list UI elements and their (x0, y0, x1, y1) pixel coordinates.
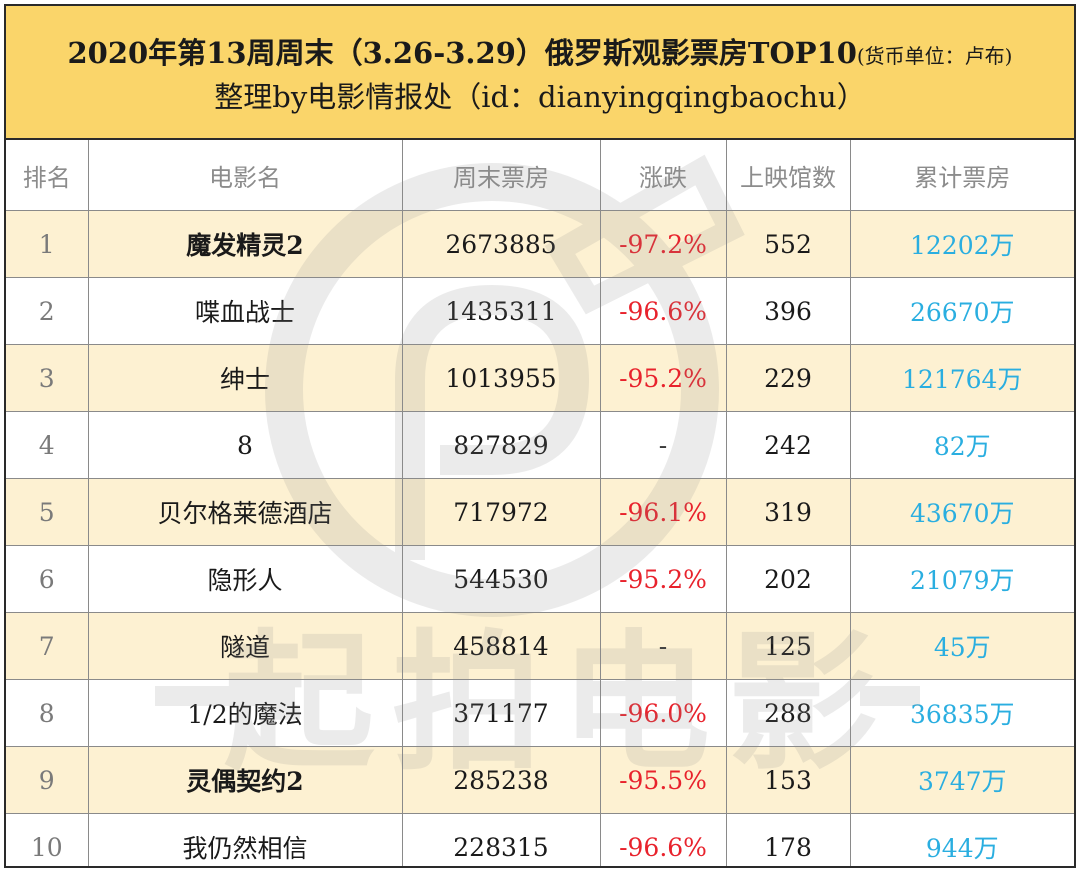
table-header-row: 排名 电影名 周末票房 涨跌 上映馆数 累计票房 (6, 140, 1074, 211)
weekend-gross-cell: 2673885 (402, 210, 601, 278)
cinemas-cell: 202 (726, 545, 851, 613)
table-row: 9 灵偶契约2 285238 -95.5% 153 3747万 (6, 746, 1074, 814)
rank-cell: 9 (6, 746, 89, 814)
table-row: 10 我仍然相信 228315 -96.6% 178 944万 (6, 813, 1074, 866)
rank-cell: 10 (6, 813, 89, 866)
cinemas-cell: 396 (726, 277, 851, 345)
cinemas-cell: 552 (726, 210, 851, 278)
table-row: 2 喋血战士 1435311 -96.6% 396 26670万 (6, 277, 1074, 345)
weekend-gross-cell: 544530 (402, 545, 601, 613)
change-cell: -95.2% (600, 545, 727, 613)
movie-name-cell: 贝尔格莱德酒店 (88, 478, 403, 546)
movie-name-cell: 8 (88, 411, 403, 479)
box-office-board: 2020年第13周周末（3.26-3.29）俄罗斯观影票房TOP10(货币单位：… (4, 4, 1076, 868)
movie-name-cell: 灵偶契约2 (88, 746, 403, 814)
table-row: 7 隧道 458814-125 45万 (6, 612, 1074, 680)
movie-name-cell: 隐形人 (88, 545, 403, 613)
change-cell: -96.0% (600, 679, 727, 747)
table-row: 8 1/2的魔法 371177 -96.0% 288 36835万 (6, 679, 1074, 747)
cinemas-cell: 319 (726, 478, 851, 546)
change-cell: -95.2% (600, 344, 727, 412)
cinemas-cell: 178 (726, 813, 851, 866)
column-header-movie: 电影名 (88, 140, 403, 211)
change-cell: -96.6% (600, 277, 727, 345)
table-row: 5 贝尔格莱德酒店 717972 -96.1% 319 43670万 (6, 478, 1074, 546)
change-cell: -96.1% (600, 478, 727, 546)
weekend-gross-cell: 458814 (402, 612, 601, 680)
total-gross-cell: 12202万 (850, 210, 1074, 278)
cinemas-cell: 153 (726, 746, 851, 814)
total-gross-cell: 121764万 (850, 344, 1074, 412)
column-header-change: 涨跌 (600, 140, 727, 211)
column-header-cinemas: 上映馆数 (726, 140, 851, 211)
title-bar: 2020年第13周周末（3.26-3.29）俄罗斯观影票房TOP10(货币单位：… (6, 6, 1074, 140)
page-title: 2020年第13周周末（3.26-3.29）俄罗斯观影票房TOP10(货币单位：… (6, 34, 1074, 75)
movie-name-cell: 隧道 (88, 612, 403, 680)
weekend-gross-cell: 717972 (402, 478, 601, 546)
total-gross-cell: 82万 (850, 411, 1074, 479)
change-cell: - (600, 411, 727, 479)
movie-name-cell: 1/2的魔法 (88, 679, 403, 747)
rank-cell: 2 (6, 277, 89, 345)
weekend-gross-cell: 1013955 (402, 344, 601, 412)
weekend-gross-cell: 371177 (402, 679, 601, 747)
total-gross-cell: 36835万 (850, 679, 1074, 747)
cinemas-cell: 125 (726, 612, 851, 680)
rank-cell: 6 (6, 545, 89, 613)
rank-cell: 4 (6, 411, 89, 479)
total-gross-cell: 3747万 (850, 746, 1074, 814)
table-row: 4 8 827829-242 82万 (6, 411, 1074, 479)
title-main: 2020年第13周周末（3.26-3.29）俄罗斯观影票房TOP10 (67, 36, 857, 70)
table-row: 6 隐形人 544530 -95.2% 202 21079万 (6, 545, 1074, 613)
table-row: 3 绅士 1013955 -95.2% 229 121764万 (6, 344, 1074, 412)
rank-cell: 1 (6, 210, 89, 278)
column-header-rank: 排名 (6, 140, 89, 211)
rank-cell: 8 (6, 679, 89, 747)
table-row: 1 魔发精灵2 2673885 -97.2% 552 12202万 (6, 210, 1074, 278)
total-gross-cell: 43670万 (850, 478, 1074, 546)
weekend-gross-cell: 285238 (402, 746, 601, 814)
movie-name-cell: 魔发精灵2 (88, 210, 403, 278)
currency-unit-note: (货币单位：卢布) (856, 44, 1013, 68)
rank-cell: 7 (6, 612, 89, 680)
total-gross-cell: 944万 (850, 813, 1074, 866)
total-gross-cell: 21079万 (850, 545, 1074, 613)
movie-name-cell: 绅士 (88, 344, 403, 412)
weekend-gross-cell: 228315 (402, 813, 601, 866)
movie-name-cell: 我仍然相信 (88, 813, 403, 866)
change-cell: -95.5% (600, 746, 727, 814)
cinemas-cell: 288 (726, 679, 851, 747)
total-gross-cell: 26670万 (850, 277, 1074, 345)
change-cell: -96.6% (600, 813, 727, 866)
weekend-gross-cell: 1435311 (402, 277, 601, 345)
change-cell: -97.2% (600, 210, 727, 278)
box-office-table: 排名 电影名 周末票房 涨跌 上映馆数 累计票房 1 魔发精灵2 2673885 -9… (6, 140, 1074, 866)
column-header-total-gross: 累计票房 (850, 140, 1074, 211)
cinemas-cell: 242 (726, 411, 851, 479)
total-gross-cell: 45万 (850, 612, 1074, 680)
change-cell: - (600, 612, 727, 680)
page-subtitle: 整理by电影情报处（id：dianyingqingbaochu） (214, 80, 866, 114)
weekend-gross-cell: 827829 (402, 411, 601, 479)
rank-cell: 5 (6, 478, 89, 546)
rank-cell: 3 (6, 344, 89, 412)
cinemas-cell: 229 (726, 344, 851, 412)
column-header-weekend-gross: 周末票房 (402, 140, 601, 211)
movie-name-cell: 喋血战士 (88, 277, 403, 345)
